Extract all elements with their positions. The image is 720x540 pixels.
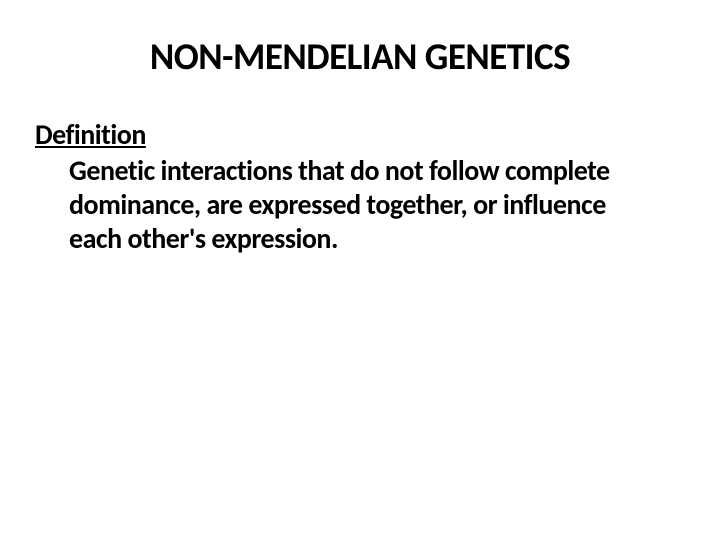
slide-container: NON-MENDELIAN GENETICS Definition Geneti…	[0, 0, 720, 540]
definition-body: Genetic interactions that do not follow …	[35, 154, 685, 256]
slide-title: NON-MENDELIAN GENETICS	[35, 34, 685, 79]
definition-label: Definition	[35, 117, 685, 152]
